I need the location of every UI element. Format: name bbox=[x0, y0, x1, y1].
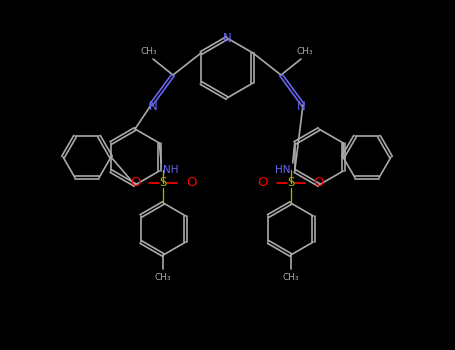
Text: S: S bbox=[160, 176, 167, 189]
Text: S: S bbox=[287, 176, 294, 189]
Text: N: N bbox=[149, 100, 157, 113]
Text: O: O bbox=[257, 176, 268, 189]
Text: O: O bbox=[130, 176, 140, 189]
Text: O: O bbox=[314, 176, 324, 189]
Text: CH₃: CH₃ bbox=[155, 273, 172, 281]
Text: CH₃: CH₃ bbox=[297, 48, 313, 56]
Text: N: N bbox=[297, 100, 305, 113]
Text: NH: NH bbox=[163, 165, 179, 175]
Text: CH₃: CH₃ bbox=[141, 48, 157, 56]
Text: N: N bbox=[222, 32, 232, 44]
Text: HN: HN bbox=[275, 165, 291, 175]
Text: CH₃: CH₃ bbox=[283, 273, 299, 281]
Text: O: O bbox=[186, 176, 197, 189]
